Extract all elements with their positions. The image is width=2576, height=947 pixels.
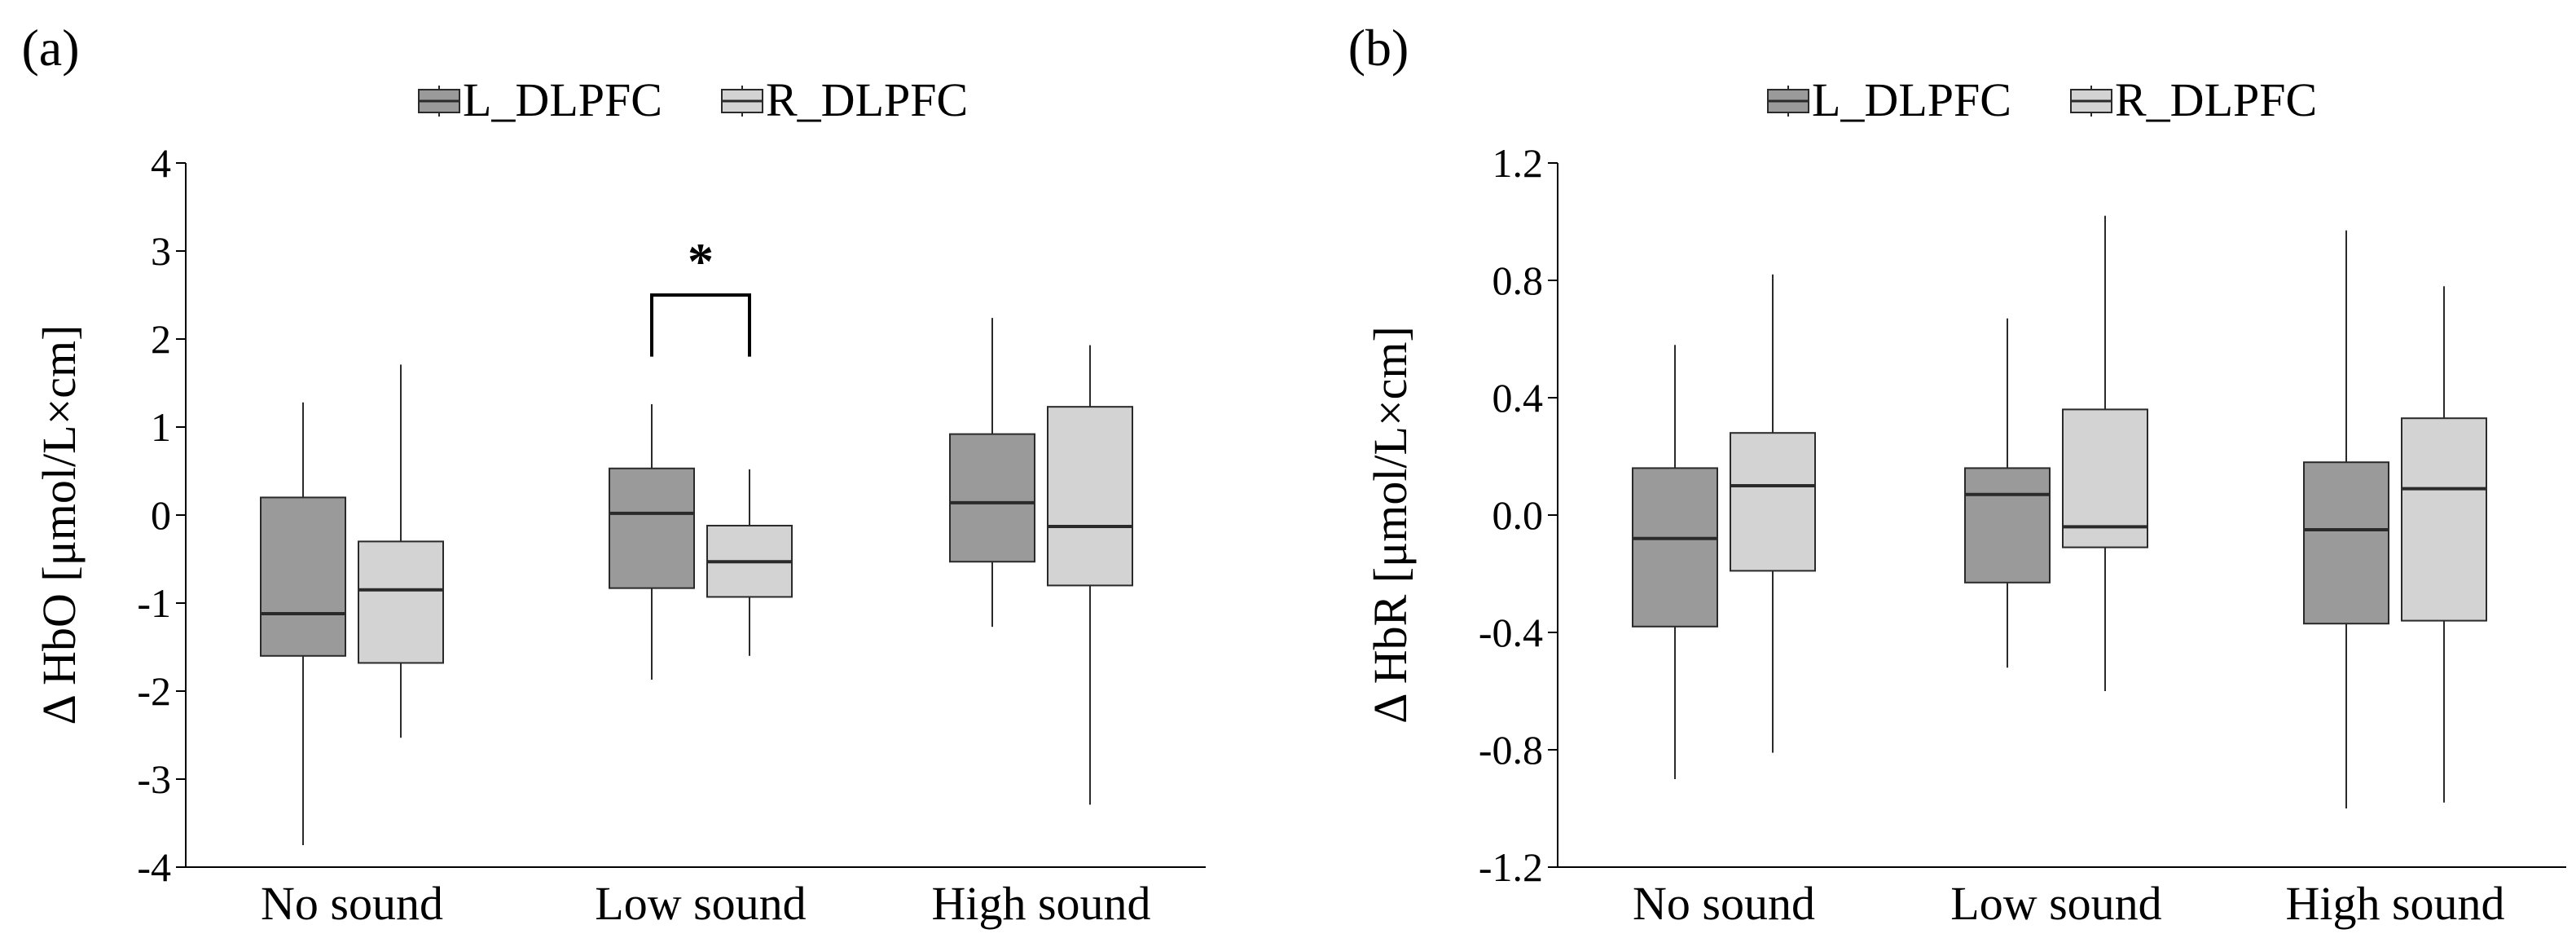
y-tick-label: 0.0 [1492, 492, 1544, 538]
panel-label: (a) [21, 19, 79, 77]
box-r-dlpfc [2062, 408, 2148, 548]
legend-label: L_DLPFC [1812, 73, 2011, 126]
y-tick-label: -3 [137, 756, 171, 802]
box-r-dlpfc [358, 540, 444, 664]
panel-b: (b) L_DLPFC R_DLPFC 1.2 0.8 0.4 0.0 -0.4 -0.8 -1.… [1348, 19, 2566, 930]
box-r-dlpfc [1730, 432, 1816, 572]
box-l-dlpfc [2303, 461, 2389, 625]
x-tick-label: High sound [2285, 877, 2504, 930]
y-tick-label: 4 [151, 140, 171, 186]
x-tick-label: Low sound [595, 877, 806, 930]
y-tick-label: 2 [151, 316, 171, 362]
box-l-dlpfc [1632, 467, 1718, 628]
significance-marker: * [688, 232, 714, 290]
box-l-dlpfc [1964, 467, 2051, 584]
box-l-dlpfc [260, 496, 346, 657]
y-tick-label: -4 [137, 844, 171, 890]
legend-label: R_DLPFC [766, 73, 968, 126]
y-tick-label: -2 [137, 668, 171, 714]
y-tick-label: 1.2 [1492, 140, 1544, 186]
legend-label: R_DLPFC [2115, 73, 2317, 126]
panel-a: (a) L_DLPFC R_DLPFC 4 3 2 1 0 -1 -2 -3 -4 Δ HbO [μmo… [21, 19, 1206, 930]
box-r-dlpfc [2401, 417, 2487, 622]
y-tick-label: 0.4 [1492, 375, 1544, 421]
y-tick-label: 0.8 [1492, 258, 1544, 303]
y-axis-label: Δ HbR [μmol/L×cm] [1364, 326, 1417, 724]
box-l-dlpfc [609, 467, 695, 589]
y-tick-label: -0.8 [1479, 727, 1543, 773]
y-tick-label: -1 [137, 580, 171, 626]
significance-bracket [650, 293, 751, 357]
y-tick-label: 1 [151, 404, 171, 450]
x-tick-label: High sound [931, 877, 1150, 930]
x-tick-label: No sound [1633, 877, 1815, 930]
legend-label: L_DLPFC [463, 73, 662, 126]
y-axis-label: Δ HbO [μmol/L×cm] [33, 325, 86, 725]
box-r-dlpfc [1047, 406, 1133, 587]
box-l-dlpfc [949, 433, 1035, 563]
x-tick-label: No sound [261, 877, 443, 930]
y-tick-label: 0 [151, 492, 171, 538]
panel-label: (b) [1348, 19, 1409, 77]
x-tick-label: Low sound [1950, 877, 2161, 930]
y-tick-label: -0.4 [1479, 610, 1543, 655]
y-tick-label: -1.2 [1479, 844, 1543, 890]
y-tick-label: 3 [151, 228, 171, 274]
